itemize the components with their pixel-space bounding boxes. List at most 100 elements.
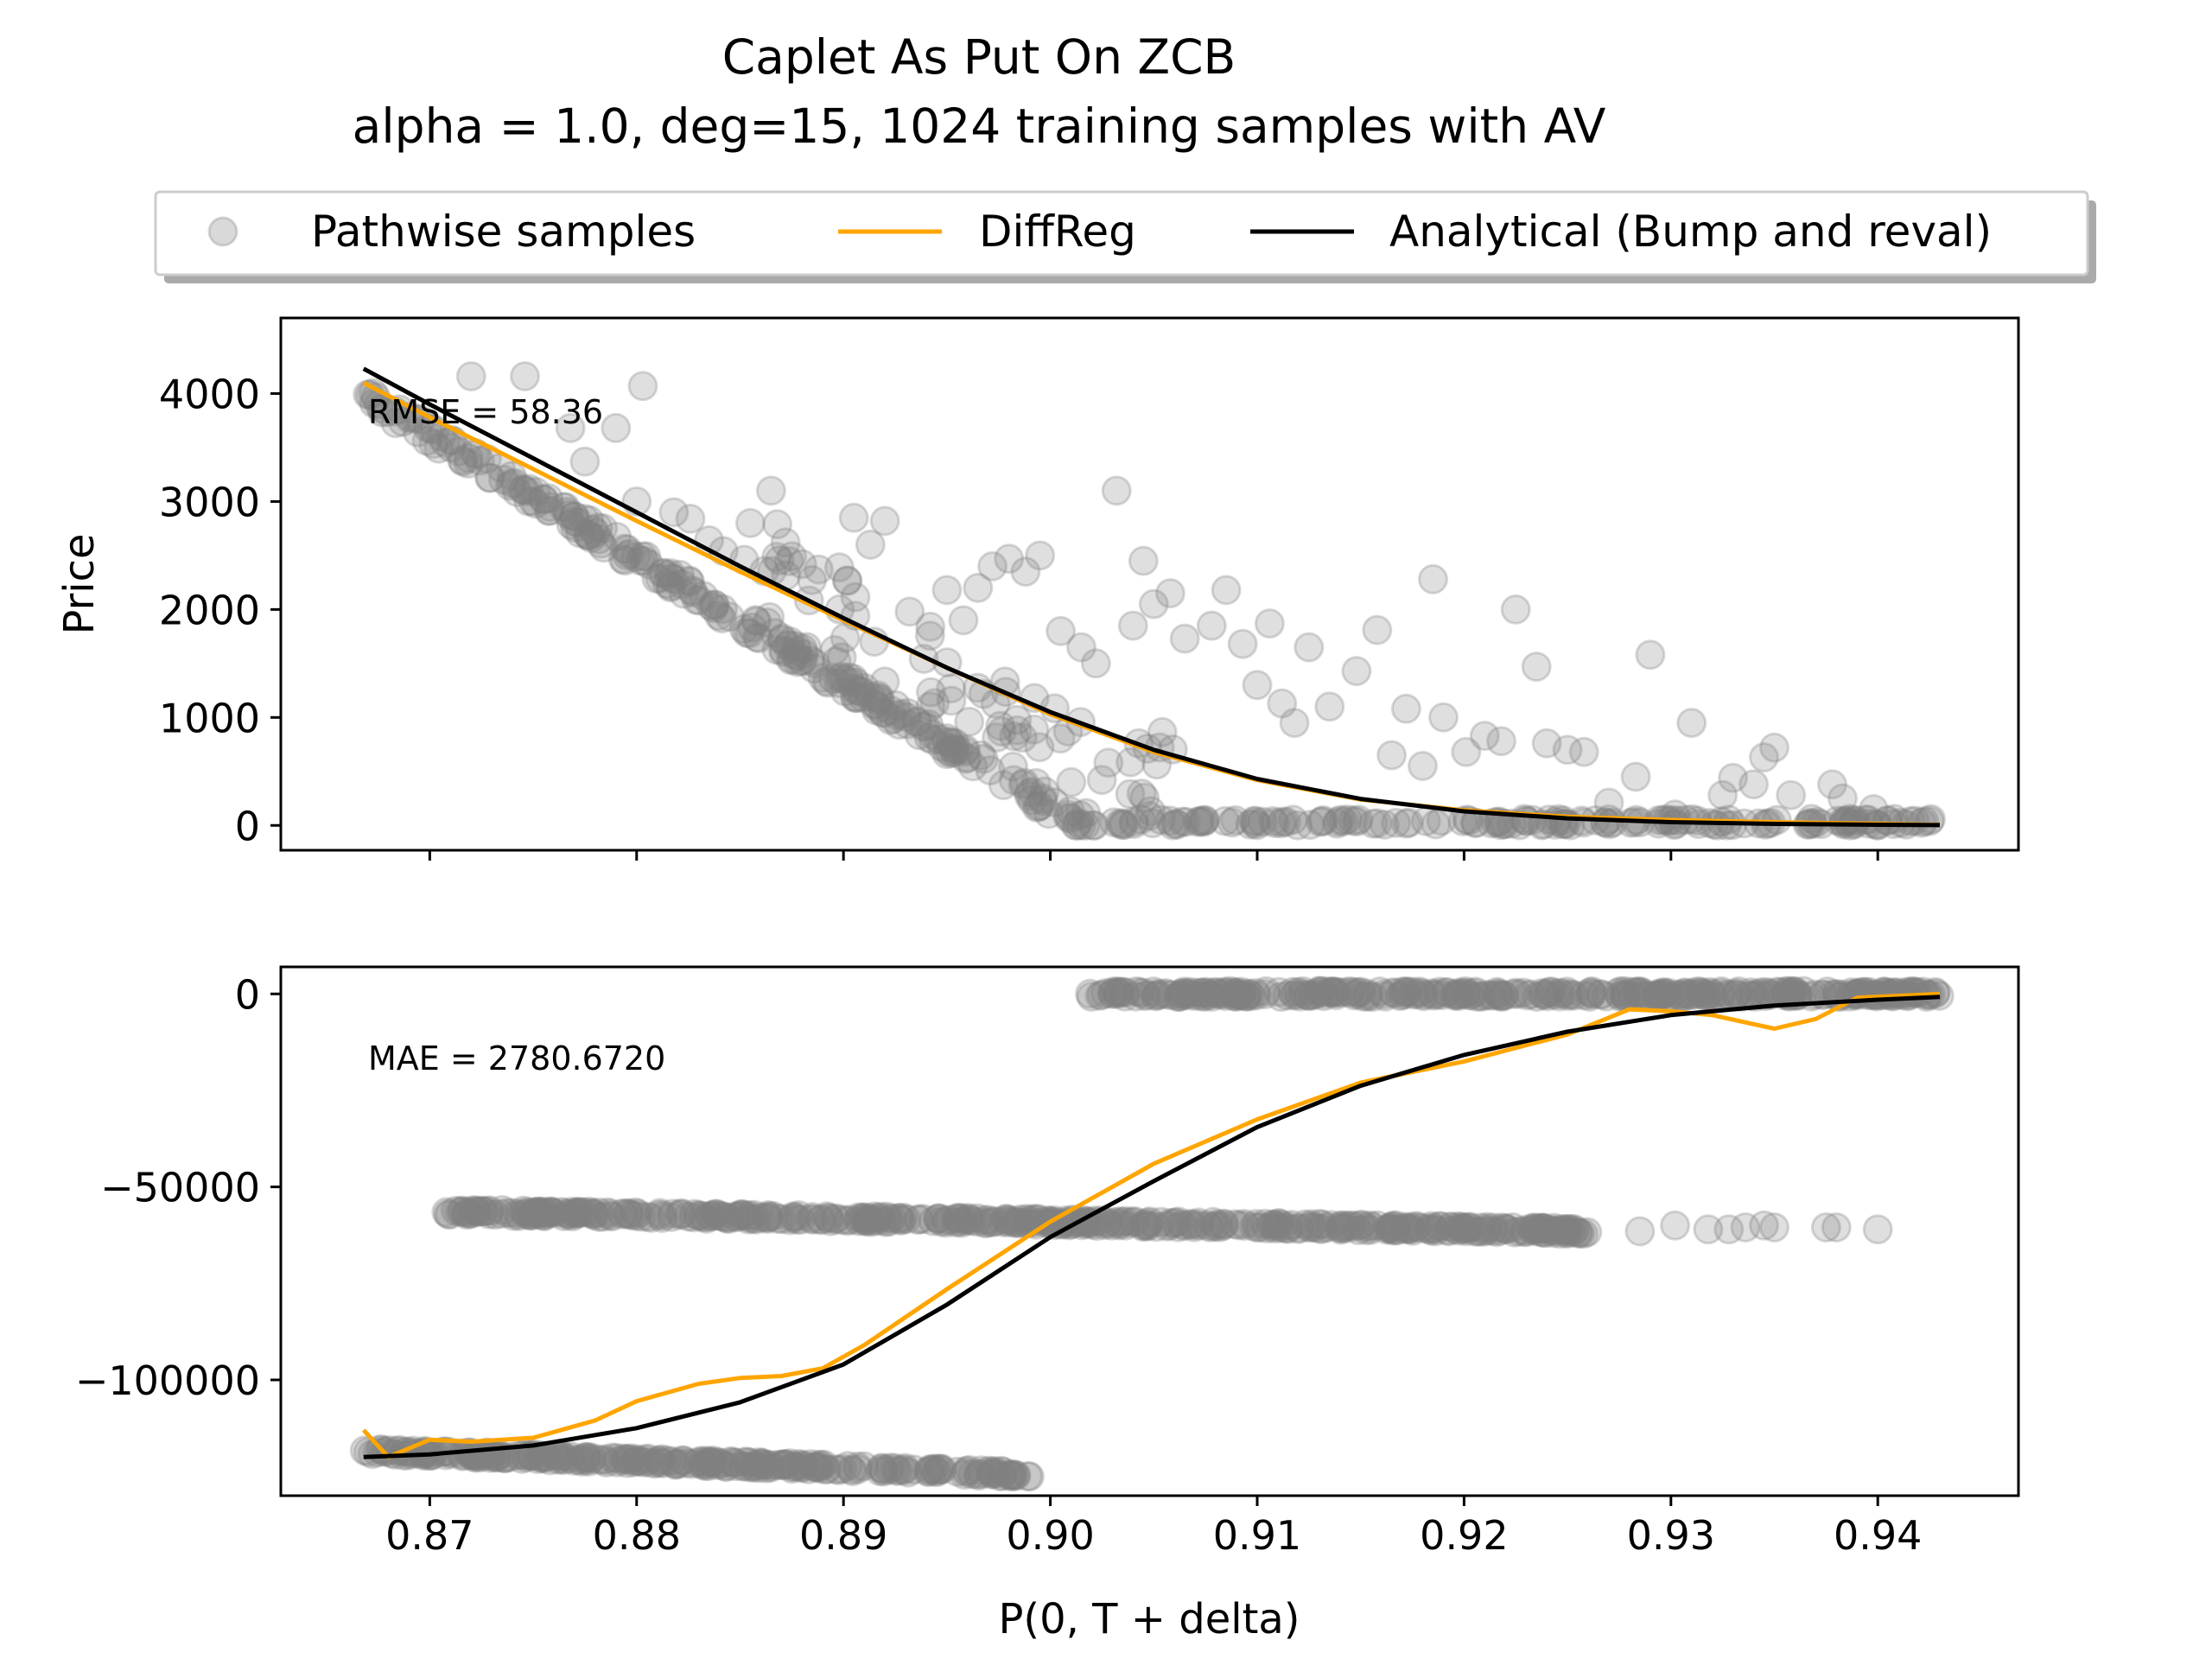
top-sample-point (1071, 798, 1102, 829)
top-sample-point (607, 543, 639, 575)
bottom-sample-point (1141, 980, 1172, 1011)
bottom-sample-point (1293, 980, 1324, 1011)
bottom-sample-point (1304, 1208, 1335, 1239)
bottom-sample-point (1543, 981, 1574, 1012)
top-sample-point (1154, 805, 1185, 836)
bottom-sample-point (546, 1197, 577, 1227)
bottom-sample-point (843, 1205, 874, 1236)
bottom-sample-point (763, 1449, 794, 1480)
bottom-sample-point (753, 1199, 784, 1230)
bottom-sample-point (1624, 976, 1656, 1007)
bottom-sample-point (1075, 978, 1105, 1009)
top-sample-point (435, 432, 467, 463)
top-sample-point (601, 412, 632, 443)
bottom-sample-point (1284, 981, 1315, 1012)
bottom-sample-point (758, 1201, 789, 1231)
bottom-sample-point (1695, 978, 1726, 1009)
bottom-sample-point (1374, 1212, 1405, 1243)
bottom-sample-point (683, 1200, 714, 1231)
top-sample-point (510, 361, 540, 391)
bottom-sample-point (1343, 1215, 1374, 1246)
bottom-sample-point (908, 1204, 939, 1235)
top-sample-point (985, 710, 1016, 741)
top-sample-point (855, 529, 886, 560)
bottom-sample-point (865, 1201, 896, 1232)
bottom-sample-point (962, 1203, 993, 1234)
bottom-sample-point (1310, 978, 1341, 1009)
bottom-sample-point (796, 1449, 827, 1479)
top-sample-point (474, 462, 505, 493)
bottom-sample-point (1331, 1211, 1362, 1242)
panel-top: 0 1000 2000 3000 4000 RMSE = 58.36 Price (55, 316, 2020, 861)
top-sample-point (999, 721, 1030, 752)
bottom-sample-point (534, 1445, 565, 1476)
top-sample-point (954, 706, 985, 737)
bottom-sample-point (1249, 1208, 1281, 1239)
bottom-sample-point (1133, 1211, 1164, 1242)
bottom-sample-point (1109, 981, 1141, 1012)
bottom-sample-point (1471, 1215, 1502, 1246)
top-sample-point (1056, 766, 1087, 798)
bottom-sample-point (953, 1205, 984, 1236)
top-sample-point (914, 620, 945, 652)
bottom-sample-point (1159, 1208, 1189, 1238)
bottom-sample-point (1225, 979, 1256, 1010)
bottom-sample-point (1207, 1211, 1238, 1242)
bottom-sample-point (1559, 1214, 1590, 1245)
bottom-sample-point (696, 1447, 727, 1478)
top-sample-point (1260, 808, 1290, 839)
bottom-sample-point (519, 1196, 550, 1227)
top-sample-point (915, 677, 946, 708)
bottom-sample-point (843, 1204, 874, 1235)
bottom-sample-point (1215, 976, 1246, 1007)
bottom-sample-point (667, 1198, 697, 1230)
bottom-sample-point (1549, 1216, 1580, 1247)
bottom-sample-point (969, 1205, 1001, 1236)
top-sample-point (1070, 810, 1101, 841)
bottom-sample-point (1526, 1213, 1557, 1244)
bottom-sample-point (1491, 1213, 1522, 1244)
top-sample-point (1738, 769, 1770, 800)
bottom-sample-point (1287, 978, 1319, 1009)
top-sample-point (588, 513, 619, 543)
bottom-sample-point (1451, 977, 1482, 1008)
bottom-sample-point (694, 1201, 725, 1232)
bottom-sample-point (1544, 1218, 1575, 1249)
top-sample-point (708, 594, 739, 625)
bottom-sample-point (515, 1200, 546, 1231)
bottom-sample-point (1553, 979, 1584, 1010)
top-sample-point (838, 673, 869, 704)
bottom-sample-point (1675, 979, 1706, 1010)
bottom-sample-point (1395, 1213, 1426, 1244)
top-sample-point (951, 742, 982, 773)
bottom-sample-point (643, 1446, 674, 1477)
bottom-sample-point (954, 1454, 985, 1485)
top-sample-point (1160, 808, 1192, 839)
bottom-sample-point (596, 1201, 627, 1232)
bottom-sample-point (1344, 977, 1375, 1008)
bottom-sample-point (1821, 1212, 1852, 1243)
bottom-sample-point (1749, 981, 1780, 1012)
bottom-sample-point (1520, 1213, 1551, 1244)
bottom-sample-point (1687, 977, 1718, 1008)
bottom-sample-point (1128, 1211, 1159, 1243)
bottom-sample-point (996, 1459, 1027, 1491)
bottom-sample-point (1194, 978, 1225, 1009)
top-sample-point (1129, 782, 1160, 813)
top-sample-point (1128, 545, 1159, 576)
legend-box (154, 190, 2089, 276)
bottom-sample-point (1305, 976, 1336, 1007)
bottom-sample-point (1300, 1212, 1332, 1243)
bottom-sample-point (1624, 1216, 1656, 1247)
bottom-sample-point (1086, 980, 1117, 1010)
bottom-xtick-label: 0.89 (799, 1512, 887, 1559)
bottom-sample-point (1540, 979, 1571, 1010)
bottom-sample-point (801, 1452, 832, 1483)
bottom-sample-point (1478, 1215, 1509, 1246)
bottom-sample-point (451, 1199, 482, 1230)
top-sample-point (773, 546, 804, 576)
bottom-sample-point (1455, 1212, 1486, 1243)
bottom-sample-point (1272, 980, 1303, 1011)
top-sample-point (658, 497, 690, 528)
bottom-sample-point (1723, 976, 1754, 1007)
